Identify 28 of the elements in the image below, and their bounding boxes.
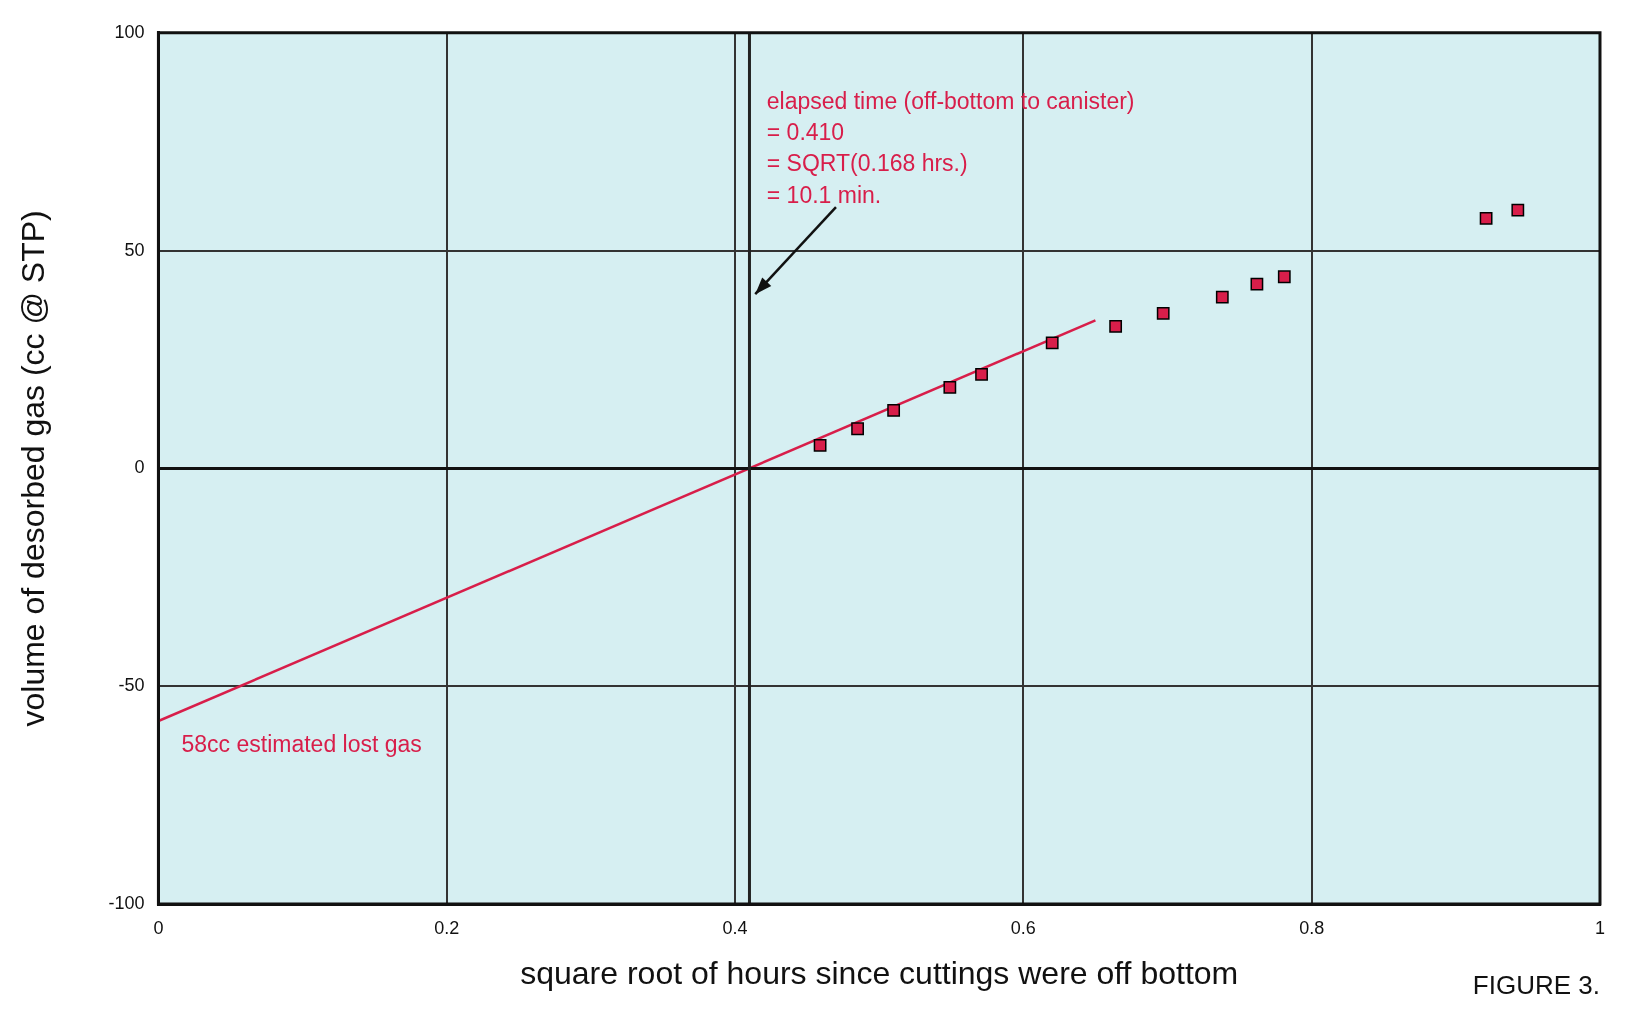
x-tick-label: 0: [153, 917, 164, 938]
point: [887, 404, 901, 417]
y-tick-label: 100: [114, 21, 145, 42]
y-tick-label: 50: [124, 239, 145, 260]
point: [1479, 211, 1493, 225]
point: [1250, 277, 1264, 291]
y-tick-label: 0: [134, 457, 145, 478]
point: [1511, 203, 1525, 217]
point: [1277, 270, 1291, 284]
x-tick-label: 0.6: [1010, 917, 1036, 938]
point: [1215, 290, 1229, 304]
point: [1156, 306, 1170, 320]
y-tick-label: -50: [118, 675, 145, 696]
caption: FIGURE 3.: [1472, 970, 1600, 1000]
point: [943, 380, 957, 394]
y-tick-label: -100: [108, 892, 145, 913]
point: [813, 438, 827, 452]
point: [1109, 319, 1123, 333]
x-tick-label: 0.2: [434, 917, 460, 938]
x-tick-label: 1: [1594, 917, 1605, 938]
x-tick-label: 0.8: [1299, 917, 1325, 938]
point: [975, 367, 988, 381]
point: [851, 422, 864, 436]
x-tick-label: 0.4: [722, 917, 748, 938]
x-axis-title: square root of hours since cuttings were off bottom: [520, 954, 1239, 991]
point: [1045, 336, 1059, 350]
annotation: 58cc estimated lost gas: [181, 730, 422, 757]
y-axis-title: volume of desorbed gas (cc @ STP): [15, 210, 52, 727]
